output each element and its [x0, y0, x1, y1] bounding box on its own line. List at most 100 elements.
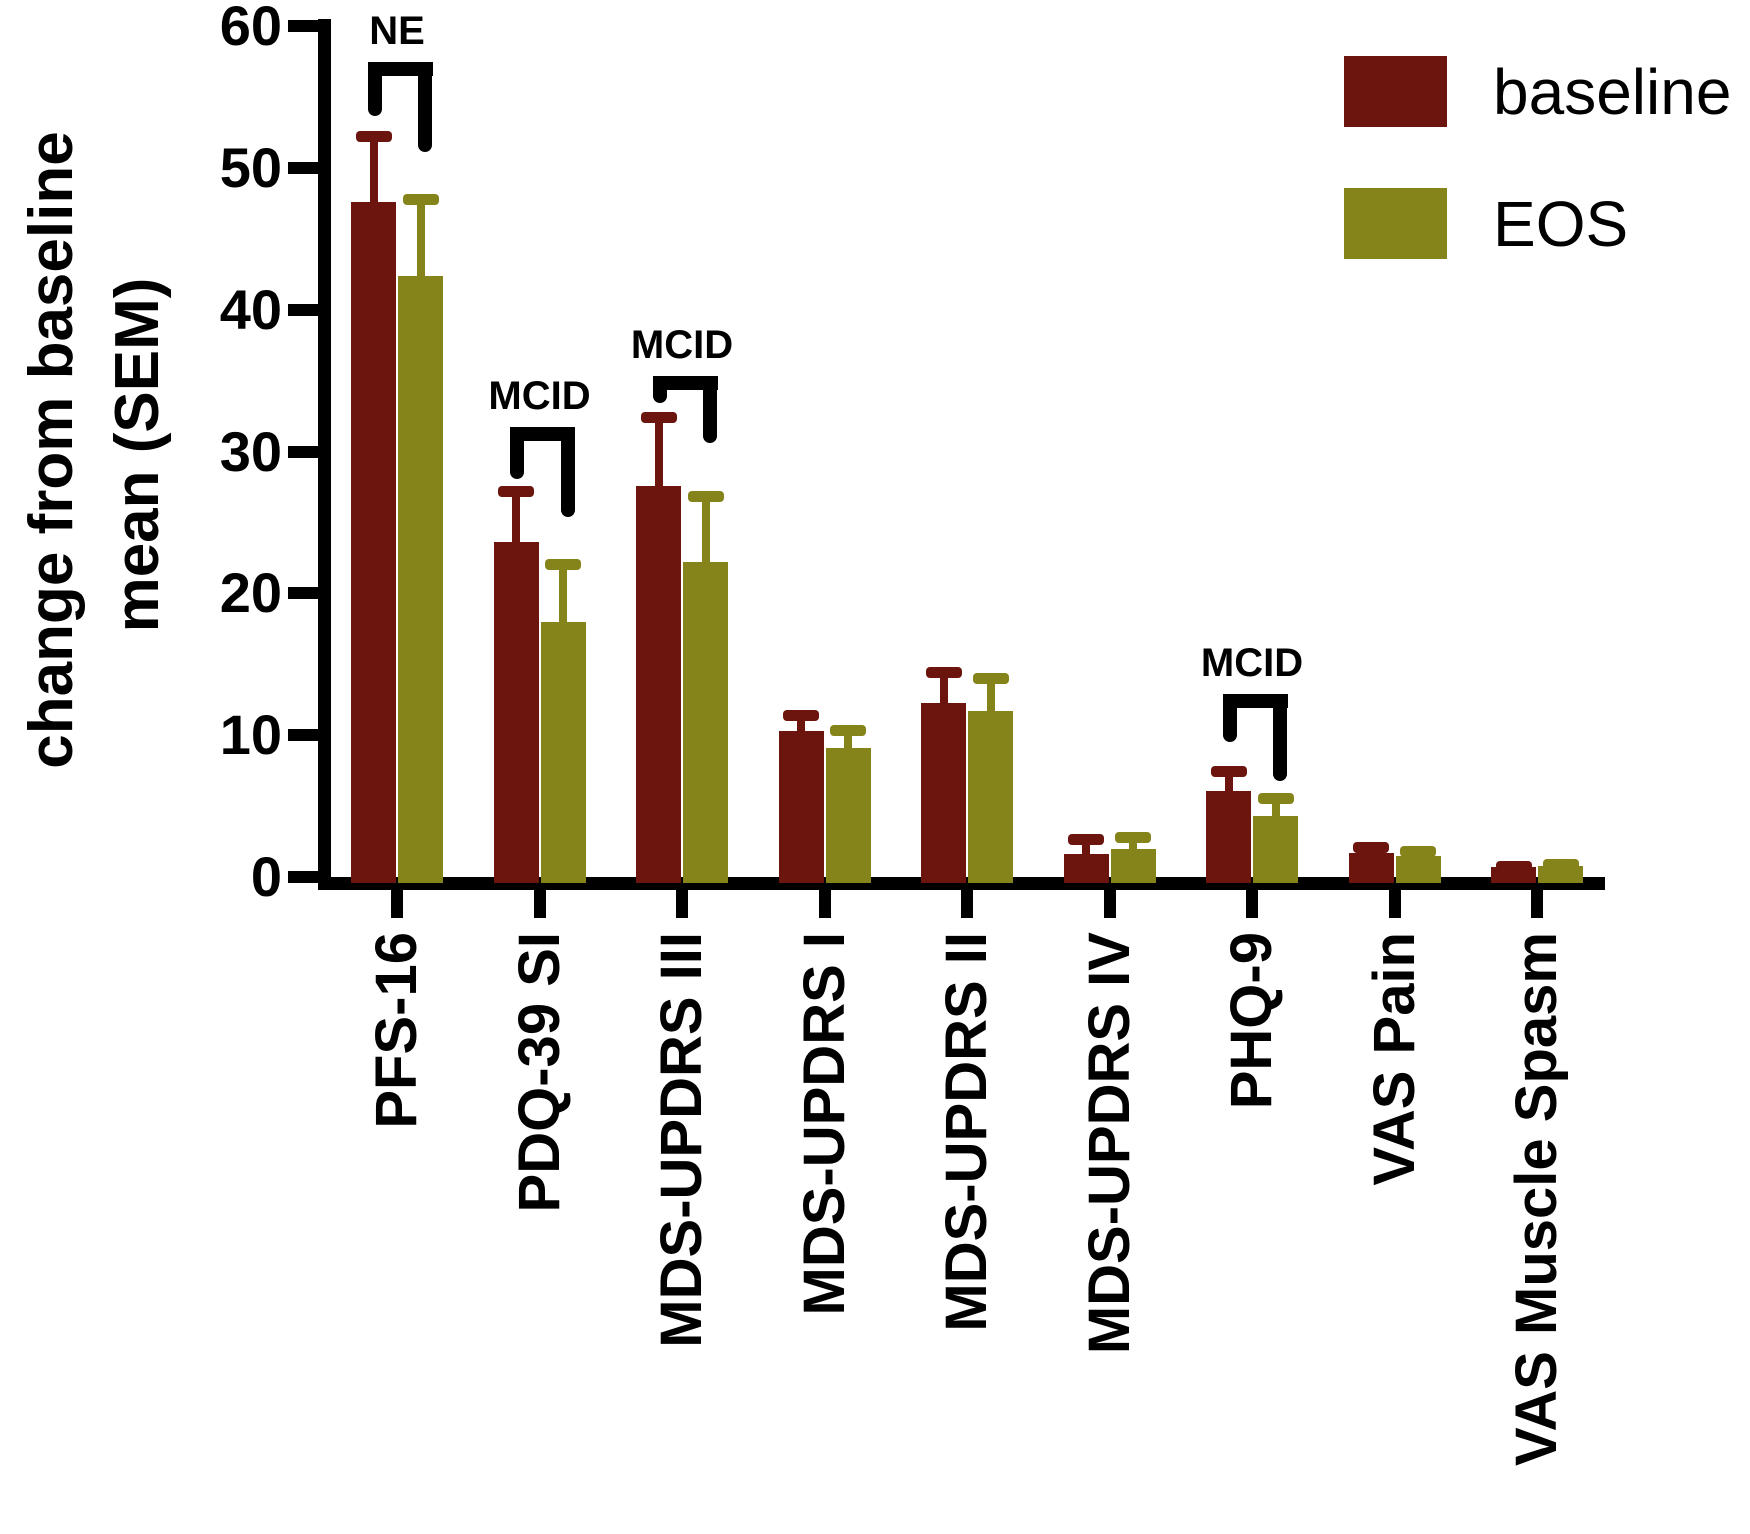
error-bar-stem-baseline: [1082, 839, 1090, 864]
bracket-left-leg: [1222, 694, 1237, 743]
x-tick: [961, 890, 973, 918]
error-bar-stem-EOS: [701, 496, 710, 572]
x-category-label: PDQ-39 SI: [506, 932, 572, 1213]
error-bar-cap-EOS: [1400, 845, 1436, 857]
x-tick: [676, 890, 688, 918]
y-tick: [288, 162, 318, 174]
y-tick-label: 10: [219, 703, 282, 767]
y-tick: [288, 587, 318, 600]
x-tick: [818, 890, 831, 918]
bracket-bar: [1222, 694, 1288, 709]
error-bar-stem-EOS: [559, 564, 567, 631]
y-tick-label: 0: [250, 845, 282, 908]
y-axis-line: [318, 19, 331, 890]
bracket-left-leg: [510, 427, 524, 479]
error-bar-cap-EOS: [687, 491, 724, 503]
bracket-right-leg: [418, 61, 432, 153]
error-bar-cap-baseline: [1210, 766, 1247, 778]
x-tick: [1531, 890, 1543, 918]
error-bar-cap-baseline: [640, 411, 677, 423]
error-bar-stem-baseline: [797, 714, 805, 740]
legend-label-baseline: baseline: [1493, 55, 1732, 128]
bracket-right-leg: [703, 376, 717, 444]
x-category-label: MDS-UPDRS I: [791, 932, 857, 1316]
y-tick-label: 40: [219, 277, 282, 341]
bar-baseline: [493, 542, 539, 883]
bracket-right-leg: [1273, 694, 1287, 781]
x-tick: [1103, 890, 1116, 918]
x-tick: [391, 890, 403, 918]
significance-label: MCID: [630, 323, 734, 368]
error-bar-stem-EOS: [1129, 836, 1137, 858]
legend-swatch-eos: [1344, 188, 1447, 259]
error-bar-stem-baseline: [512, 490, 520, 552]
y-tick: [288, 729, 318, 742]
legend-entry-baseline: baseline: [1344, 56, 1731, 127]
x-tick: [1246, 890, 1258, 918]
x-tick: [533, 890, 546, 918]
error-bar-cap-EOS: [1257, 793, 1294, 805]
bar-baseline: [1206, 790, 1251, 883]
legend-label-eos: EOS: [1493, 187, 1629, 260]
significance-label: MCID: [1200, 641, 1304, 686]
x-category-label: VAS Muscle Spasm: [1504, 932, 1569, 1467]
y-tick-label: 50: [219, 136, 282, 199]
error-bar-stem-EOS: [986, 677, 995, 721]
bar-EOS: [683, 562, 728, 883]
y-tick: [288, 445, 318, 458]
significance-label: MCID: [488, 374, 591, 419]
y-tick-label: 20: [219, 561, 282, 625]
error-bar-cap-baseline: [1068, 834, 1104, 846]
x-category-label: MDS-UPDRS IV: [1076, 932, 1142, 1355]
x-category-label: PHQ-9: [1219, 932, 1284, 1110]
y-tick: [288, 20, 318, 33]
error-bar-stem-EOS: [416, 198, 425, 285]
bracket-bar: [510, 427, 575, 442]
error-bar-cap-EOS: [830, 725, 866, 737]
y-tick-label: 30: [219, 419, 282, 483]
bar-baseline: [636, 485, 681, 883]
error-bar-stem-baseline: [654, 416, 663, 495]
error-bar-cap-EOS: [972, 672, 1009, 684]
error-bar-cap-EOS: [1115, 831, 1151, 843]
error-bar-cap-baseline: [498, 485, 534, 497]
error-bar-cap-EOS: [1542, 858, 1579, 870]
error-bar-cap-EOS: [545, 559, 581, 571]
x-category-label: MDS-UPDRS III: [649, 932, 714, 1348]
bar-EOS: [540, 621, 586, 883]
bracket-left-leg: [367, 61, 382, 116]
error-bar-stem-EOS: [844, 730, 852, 757]
error-bar-stem-baseline: [369, 136, 378, 212]
error-bar-stem-EOS: [1414, 850, 1422, 865]
y-tick: [288, 871, 318, 883]
error-bar-stem-baseline: [1367, 846, 1375, 862]
bar-baseline: [351, 202, 396, 883]
bar-EOS: [1253, 816, 1298, 883]
bar-baseline: [778, 730, 824, 883]
bar-EOS: [398, 275, 443, 883]
x-category-label: PFS-16: [364, 932, 429, 1129]
error-bar-cap-baseline: [925, 667, 962, 679]
y-tick-label: 60: [219, 0, 282, 58]
error-bar-cap-baseline: [1353, 841, 1389, 853]
significance-label: NE: [369, 8, 425, 53]
x-category-label: MDS-UPDRS II: [934, 932, 999, 1332]
bracket-left-leg: [652, 376, 667, 404]
error-bar-stem-baseline: [939, 672, 948, 712]
bracket-bar: [367, 61, 433, 76]
legend-swatch-baseline: [1344, 56, 1447, 127]
error-bar-stem-baseline: [1224, 771, 1233, 800]
error-bar-stem-EOS: [1271, 798, 1280, 826]
x-category-label: VAS Pain: [1361, 932, 1427, 1186]
error-bar-cap-baseline: [783, 709, 819, 721]
x-tick: [1388, 890, 1401, 918]
error-bar-cap-EOS: [402, 193, 439, 205]
bracket-bar: [652, 376, 718, 391]
legend-entry-eos: EOS: [1344, 188, 1628, 259]
bar-EOS: [825, 747, 871, 883]
error-bar-cap-baseline: [1495, 861, 1532, 873]
bar-EOS: [968, 711, 1013, 883]
bracket-right-leg: [560, 427, 575, 517]
